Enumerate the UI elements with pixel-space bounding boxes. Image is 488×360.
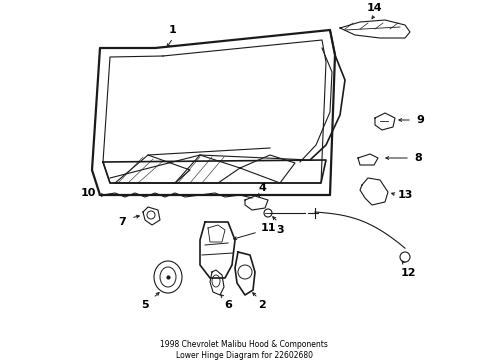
Text: 3: 3 [276, 225, 283, 235]
Text: 11: 11 [260, 223, 275, 233]
Text: 2: 2 [258, 300, 265, 310]
Text: 9: 9 [415, 115, 423, 125]
Text: 14: 14 [366, 3, 382, 13]
Text: 6: 6 [224, 300, 231, 310]
Text: 8: 8 [413, 153, 421, 163]
Text: 5: 5 [141, 300, 148, 310]
Text: 1998 Chevrolet Malibu Hood & Components
Lower Hinge Diagram for 22602680: 1998 Chevrolet Malibu Hood & Components … [160, 339, 327, 360]
Text: 12: 12 [400, 268, 415, 278]
Text: 13: 13 [397, 190, 412, 200]
Text: 1: 1 [169, 25, 177, 35]
Text: 4: 4 [258, 183, 265, 193]
Text: 10: 10 [80, 188, 96, 198]
Text: 7: 7 [118, 217, 125, 227]
